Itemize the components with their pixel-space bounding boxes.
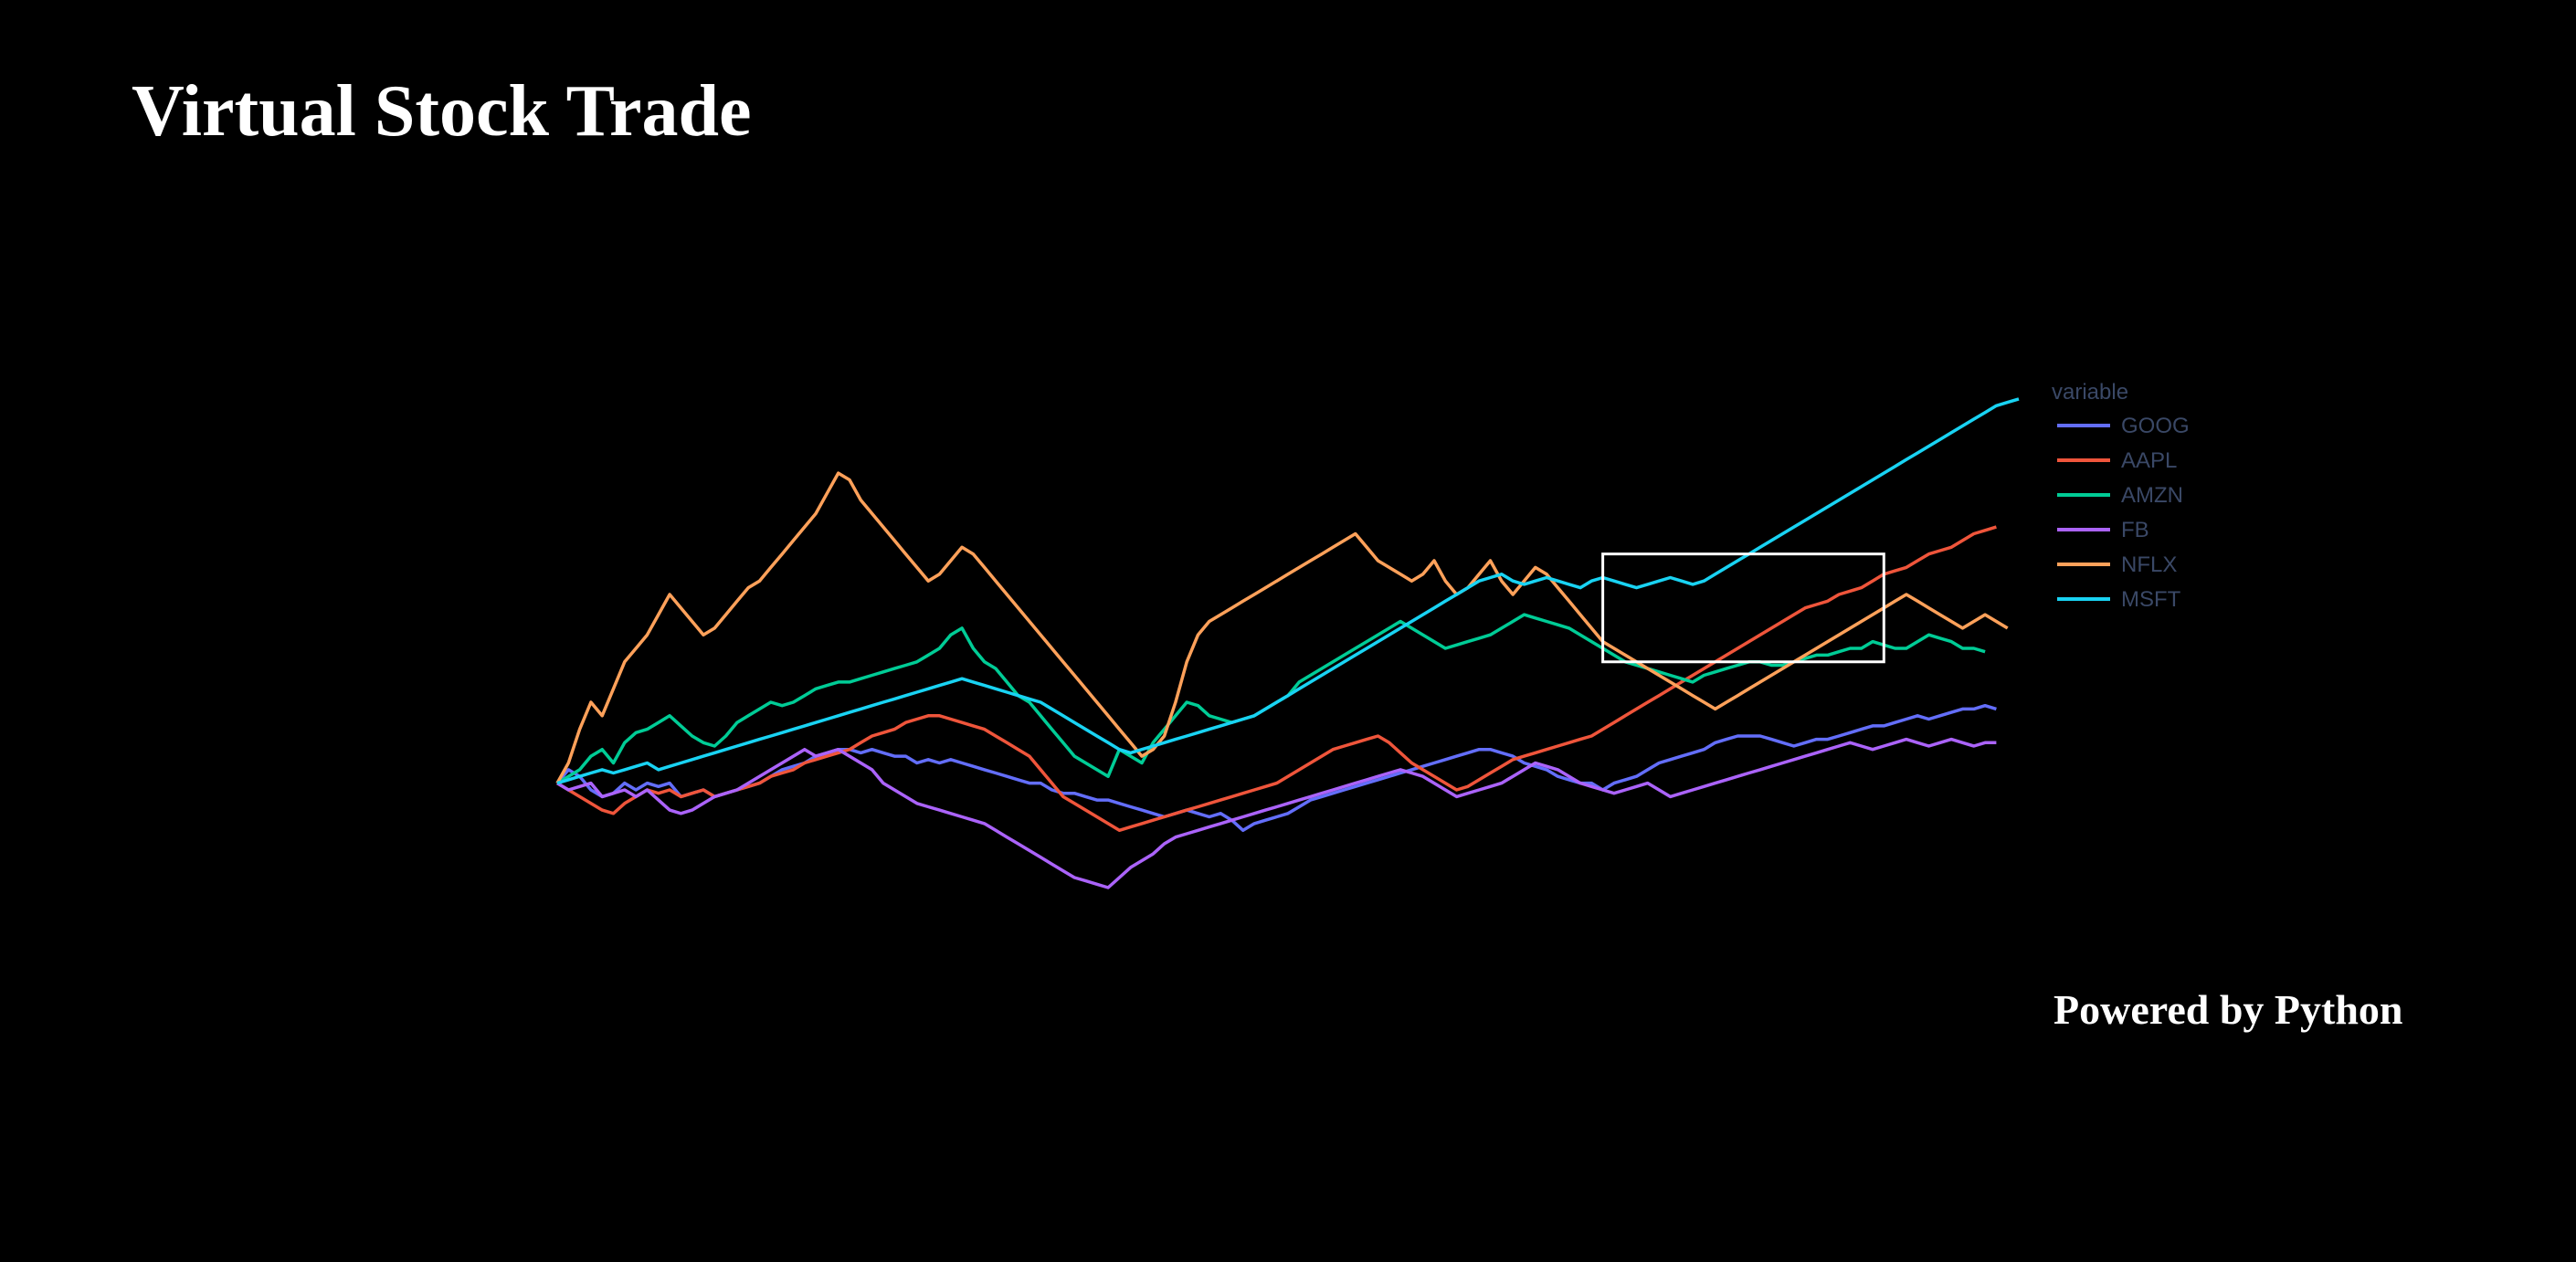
series-line-goog[interactable] (555, 703, 1997, 833)
legend-label: AMZN (2121, 483, 2183, 508)
series-line-fb[interactable] (556, 737, 1997, 889)
legend-label: AAPL (2121, 448, 2177, 473)
legend-label: NFLX (2121, 552, 2177, 577)
legend-item-aapl[interactable]: AAPL (2057, 448, 2177, 473)
legend-title: variable (2052, 380, 2128, 405)
legend-item-msft[interactable]: MSFT (2057, 587, 2181, 612)
legend[interactable]: variable GOOG AAPL AMZN FB NFLX MSFT (2052, 380, 2190, 612)
legend-item-nflx[interactable]: NFLX (2057, 552, 2177, 577)
series-line-nflx[interactable] (555, 471, 2009, 784)
series-line-msft[interactable] (556, 397, 2020, 785)
legend-item-goog[interactable]: GOOG (2057, 414, 2190, 438)
series-lines (555, 397, 2020, 889)
legend-item-fb[interactable]: FB (2057, 518, 2149, 542)
legend-item-amzn[interactable]: AMZN (2057, 483, 2183, 508)
series-line-aapl[interactable] (556, 525, 1997, 833)
page-title: Virtual Stock Trade (132, 71, 752, 152)
legend-label: MSFT (2121, 587, 2181, 612)
legend-label: GOOG (2121, 414, 2190, 438)
series-line-amzn[interactable] (556, 613, 1986, 785)
legend-label: FB (2121, 518, 2149, 542)
selection-box[interactable] (1601, 552, 1885, 664)
footer-powered-by: Powered by Python (2053, 986, 2403, 1033)
